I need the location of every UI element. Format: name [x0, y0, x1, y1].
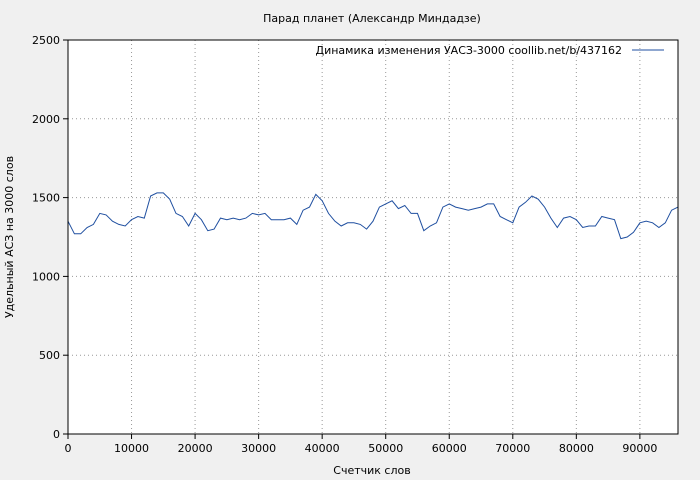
- chart-title: Парад планет (Александр Миндадзе): [263, 12, 481, 25]
- y-tick-label: 2500: [32, 34, 60, 47]
- legend-label: Динамика изменения УАСЗ-3000 coollib.net…: [316, 44, 623, 57]
- plot-frame: [67, 39, 679, 435]
- legend: Динамика изменения УАСЗ-3000 coollib.net…: [316, 44, 664, 57]
- x-axis-label: Счетчик слов: [333, 464, 410, 477]
- x-tick-label: 10000: [114, 442, 149, 455]
- x-tick-label: 20000: [178, 442, 213, 455]
- series-line: [67, 192, 679, 240]
- series-group: [67, 192, 679, 240]
- y-tick-label: 1500: [32, 192, 60, 205]
- x-tick-label: 50000: [368, 442, 403, 455]
- axis-ticks: 0 10000 20000 30000 40000 50000 60000 70000 8000…: [32, 34, 657, 455]
- x-tick-label: 60000: [432, 442, 467, 455]
- y-tick-label: 1000: [32, 270, 60, 283]
- y-tick-label: 2000: [32, 113, 60, 126]
- x-tick-label: 80000: [559, 442, 594, 455]
- x-tick-label: 30000: [241, 442, 276, 455]
- y-axis-label: Удельный АСЗ на 3000 слов: [3, 156, 16, 318]
- y-tick-label: 500: [39, 349, 60, 362]
- plot-area: [68, 40, 678, 434]
- x-tick-label: 90000: [622, 442, 657, 455]
- x-tick-label: 0: [65, 442, 72, 455]
- y-tick-label: 0: [53, 428, 60, 441]
- grid: [68, 40, 678, 434]
- x-tick-label: 70000: [495, 442, 530, 455]
- x-tick-label: 40000: [305, 442, 340, 455]
